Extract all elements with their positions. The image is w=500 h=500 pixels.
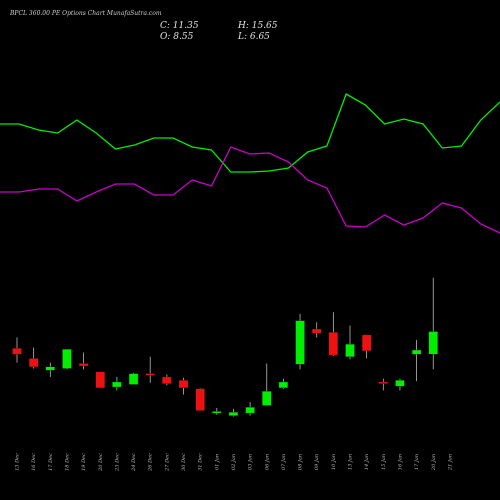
- candle: [178, 377, 189, 395]
- candle-body: [95, 371, 105, 389]
- x-tick-label: 13 Dec: [15, 453, 21, 471]
- candle: [228, 408, 239, 417]
- low-readout: L: 6.65: [237, 32, 270, 42]
- candle-body: [262, 391, 272, 406]
- candle: [12, 337, 22, 363]
- candle-body: [328, 332, 339, 356]
- x-tick-label: 19 Dec: [81, 453, 87, 471]
- x-tick-label: 08 Jan: [298, 454, 304, 470]
- close-readout: C: 11.35: [160, 21, 199, 31]
- candle: [378, 378, 388, 391]
- x-tick-label: 30 Dec: [181, 453, 187, 471]
- candle-body: [228, 412, 239, 416]
- x-tick-label: 15 Jan: [381, 454, 387, 470]
- candle-body: [312, 328, 322, 334]
- x-tick-label: 16 Jan: [397, 454, 403, 470]
- indicator-line-2: [0, 146, 500, 234]
- candle: [245, 402, 255, 416]
- x-tick-label: 23 Dec: [114, 453, 120, 472]
- candle: [28, 347, 39, 369]
- candle: [195, 387, 205, 411]
- candle-body: [361, 334, 372, 352]
- x-tick-label: 09 Jan: [314, 454, 320, 470]
- candle: [45, 362, 55, 377]
- x-tick-label: 02 Jan: [231, 454, 237, 470]
- candle: [162, 374, 172, 386]
- candle-body: [245, 407, 255, 414]
- x-tick-label: 21 Jan: [447, 454, 453, 471]
- x-tick-label: 01 Jan: [214, 454, 220, 470]
- chart-title: BPCL 360.00 PE Options Chart MunafaSutra…: [9, 10, 162, 17]
- candle-body: [395, 380, 405, 387]
- candle: [78, 352, 89, 370]
- candle: [262, 363, 272, 406]
- x-tick-label: 18 Dec: [64, 453, 70, 471]
- x-tick-label: 07 Jan: [281, 454, 287, 470]
- candle-body: [145, 373, 155, 376]
- candle-body: [62, 349, 72, 369]
- candle-body: [45, 366, 55, 371]
- candle: [411, 339, 422, 382]
- x-tick-label: 17 Jan: [414, 454, 420, 470]
- x-tick-label: 27 Dec: [164, 453, 170, 472]
- candle: [278, 378, 289, 389]
- x-tick-label: 03 Jan: [248, 454, 254, 470]
- x-tick-label: 06 Jan: [264, 454, 270, 470]
- x-tick-label: 24 Dec: [131, 453, 137, 472]
- candle: [112, 376, 122, 391]
- candle-body: [178, 380, 189, 389]
- candle: [428, 277, 438, 370]
- x-tick-label: 14 Jan: [364, 454, 370, 470]
- candle-body: [278, 381, 289, 389]
- candle-body: [295, 320, 305, 365]
- x-tick-label: 16 Dec: [31, 453, 37, 471]
- candle: [95, 371, 105, 389]
- x-tick-label: 31 Dec: [198, 453, 204, 471]
- candle-body: [411, 349, 422, 355]
- indicator-line-1: [0, 93, 500, 173]
- high-readout: H: 15.65: [237, 21, 278, 31]
- candles: [12, 277, 438, 417]
- candle: [145, 356, 155, 383]
- candle-body: [128, 373, 139, 385]
- candle-body: [162, 376, 172, 384]
- candle-body: [378, 381, 388, 384]
- candle-body: [78, 363, 89, 367]
- candle: [345, 325, 355, 360]
- candle-body: [345, 343, 355, 357]
- x-tick-label: 10 Jan: [331, 454, 337, 470]
- x-tick-label: 13 Jan: [348, 454, 354, 470]
- candle: [361, 334, 372, 359]
- candle: [328, 312, 339, 356]
- candle-body: [112, 381, 122, 388]
- x-tick-label: 26 Dec: [148, 453, 154, 472]
- candle: [62, 349, 72, 370]
- candle-body: [212, 411, 222, 414]
- candle-body: [28, 358, 39, 367]
- x-tick-label: 20 Dec: [98, 453, 104, 472]
- x-tick-label: 20 Jan: [431, 454, 437, 471]
- candle: [128, 372, 139, 385]
- candle: [212, 408, 222, 415]
- indicator-lines: [0, 93, 500, 234]
- candle-body: [195, 388, 205, 411]
- candle: [295, 313, 305, 370]
- candle-body: [428, 331, 438, 355]
- candle: [395, 378, 405, 391]
- open-readout: O: 8.55: [160, 32, 194, 42]
- x-axis-ticks: 13 Dec 16 Dec 17 Dec 18 Dec 19 Dec 20 Dec 23 D…: [15, 453, 454, 472]
- candle-body: [12, 348, 22, 355]
- x-tick-label: 17 Dec: [48, 453, 54, 471]
- candle: [312, 322, 322, 338]
